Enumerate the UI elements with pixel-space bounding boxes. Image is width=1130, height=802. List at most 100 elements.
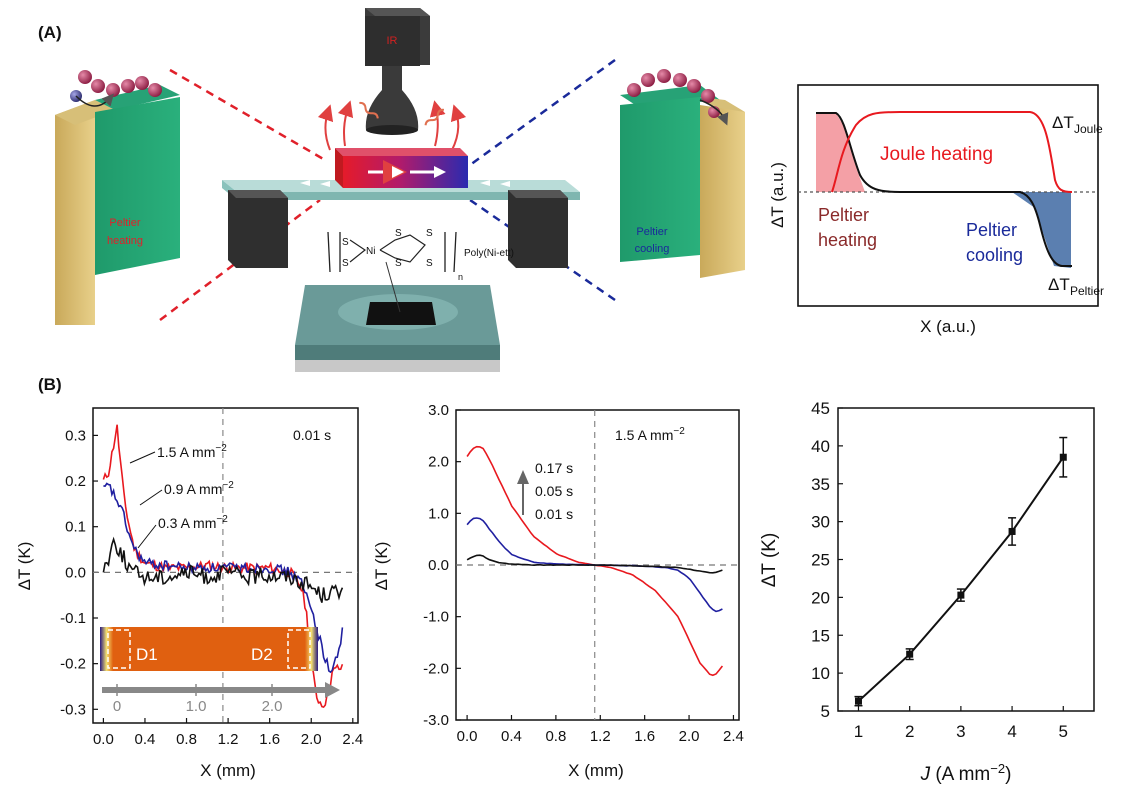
- y-tick-label: -0.1: [60, 610, 86, 627]
- time-label-0: 0.17 s: [535, 460, 573, 476]
- series-leader-2: [137, 524, 157, 549]
- chem-atom: S: [342, 258, 349, 269]
- chem-subscript: n: [458, 272, 463, 282]
- dt-peltier-label: ΔT: [1048, 275, 1070, 294]
- y-tick-label: 1.0: [428, 505, 449, 522]
- left-junction-label-1: Peltier: [109, 217, 141, 229]
- polymer-name-label: Poly(Ni-ett): [464, 248, 514, 259]
- panel-label-b: (B): [38, 375, 62, 394]
- x-axis-label: J (A mm−2): [920, 761, 1012, 785]
- data-point-3: [1008, 527, 1016, 535]
- chem-atom: S: [426, 258, 433, 269]
- ir-label: IR: [387, 35, 398, 47]
- x-tick-label: 3: [956, 722, 965, 741]
- x-tick-label: 1.2: [218, 731, 239, 748]
- series-leader-1: [139, 489, 163, 506]
- data-point-0: [854, 697, 862, 705]
- polymer-bar: [343, 156, 468, 188]
- time-label-1: 0.05 s: [535, 483, 573, 499]
- concept-ylabel: ΔT (a.u.): [768, 162, 787, 228]
- x-tick-label: 0.4: [135, 731, 156, 748]
- polymer-bar-top: [335, 148, 468, 156]
- y-axis-label: ΔT (K): [15, 542, 34, 591]
- peltier-heating-area: [816, 113, 865, 192]
- y-tick-label: 35: [811, 475, 830, 494]
- peltier-cooling-area: [1012, 192, 1071, 268]
- time-annotation: 0.01 s: [293, 427, 331, 443]
- y-tick-label: 45: [811, 399, 830, 418]
- data-point-1: [906, 650, 914, 658]
- y-tick-label: 5: [821, 702, 830, 721]
- right-junction-label-2: cooling: [635, 243, 670, 255]
- y-tick-label: 30: [811, 513, 830, 532]
- series-label-1: 0.9 A mm−2: [164, 480, 234, 497]
- chart-time-profiles: 0.0 0.4 0.8 1.2 1.6 2.0 2.4 3.0 2.0 1.0 0.0 -1.0 -2.…: [372, 402, 744, 780]
- y-axis-label: ΔT (K): [759, 533, 780, 588]
- metal-electrode: [55, 100, 95, 325]
- ir-camera: IR: [365, 8, 430, 135]
- y-tick-label: 10: [811, 664, 830, 683]
- x-axis-label-close: ): [1005, 764, 1011, 785]
- chem-atom: S: [395, 228, 402, 239]
- chem-atom: S: [426, 228, 433, 239]
- y-tick-label: 0.0: [428, 557, 449, 574]
- series-label-2: 0.3 A mm−2: [158, 514, 228, 531]
- x-tick-label: 2.4: [342, 731, 363, 748]
- x-tick-label: 2.0: [301, 731, 322, 748]
- series-line-2: [466, 554, 723, 574]
- series-label-sup-0: −2: [215, 443, 227, 454]
- x-tick-label: 2.0: [679, 728, 700, 745]
- chem-atom: Ni: [366, 246, 375, 257]
- y-tick-label: 0.3: [65, 427, 86, 444]
- left-junction-label-2: heating: [107, 235, 143, 247]
- joule-heating-label: Joule heating: [880, 144, 993, 165]
- series-label-sup-1: −2: [222, 480, 234, 491]
- peltier-curve: [816, 112, 1072, 267]
- x-tick-label: 1: [854, 722, 863, 741]
- joule-curve: [831, 111, 1073, 193]
- x-tick-label: 4: [1007, 722, 1016, 741]
- data-point-4: [1059, 453, 1067, 461]
- plot-frame: [837, 407, 1095, 712]
- polymer-block: [620, 97, 700, 262]
- y-tick-label: 2.0: [428, 454, 449, 471]
- concept-plot: Joule heating Peltier heating Peltier co…: [768, 84, 1104, 336]
- chart-current-profiles: 0.0 0.4 0.8 1.2 1.6 2.0 2.4 0.3 0.2 0.1 0.0 -0.1 -0.…: [15, 407, 363, 780]
- right-junction-label-1: Peltier: [636, 226, 668, 238]
- x-tick-label: 1.2: [590, 728, 611, 745]
- x-axis-label-unit: (A mm: [930, 764, 990, 785]
- metal-electrode: [700, 105, 745, 278]
- peltier-cooling-label-2: cooling: [966, 245, 1023, 265]
- y-tick-label: 0.2: [65, 473, 86, 490]
- y-tick-label: -2.0: [423, 660, 449, 677]
- peltier-cooling-label-1: Peltier: [966, 220, 1017, 240]
- x-axis-label: X (mm): [200, 761, 256, 780]
- chemical-structure: S S Ni S S S S n Poly(Ni-ett): [327, 228, 514, 282]
- series-leader-0: [129, 451, 156, 464]
- inset-scale-2: 2.0: [262, 698, 283, 715]
- inset-label-d1: D1: [136, 645, 158, 664]
- x-tick-label: 1.6: [259, 731, 280, 748]
- concept-xlabel: X (a.u.): [920, 317, 976, 336]
- heat-radiation: [317, 100, 467, 151]
- x-tick-label: 0.4: [501, 728, 522, 745]
- y-tick-label: 3.0: [428, 402, 449, 419]
- time-arrow-head: [517, 470, 529, 484]
- x-tick-label: 0.8: [545, 728, 566, 745]
- x-tick-label: 2.4: [723, 728, 744, 745]
- series-line: [857, 456, 1065, 702]
- schematic-illustration: Peltier heating Peltier cooling: [55, 8, 745, 372]
- polymer-block: [95, 97, 180, 275]
- d1-marker-box: [107, 629, 131, 669]
- d2-marker-box: [287, 629, 311, 669]
- peltier-heating-junction: Peltier heating: [55, 85, 180, 325]
- y-tick-label: -1.0: [423, 609, 449, 626]
- x-tick-label: 5: [1059, 722, 1068, 741]
- projection-line: [469, 58, 616, 167]
- dt-joule-label: ΔT: [1052, 113, 1074, 132]
- device-stage: [222, 148, 580, 372]
- y-tick-label: 0.1: [65, 519, 86, 536]
- plot-frame: [92, 407, 359, 724]
